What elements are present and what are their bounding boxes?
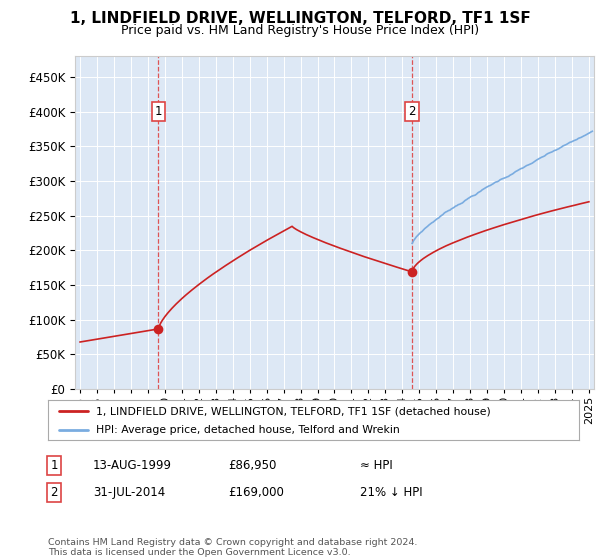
- Text: Price paid vs. HM Land Registry's House Price Index (HPI): Price paid vs. HM Land Registry's House …: [121, 24, 479, 36]
- Text: 2: 2: [409, 105, 416, 118]
- Text: 1: 1: [50, 459, 58, 473]
- Text: 31-JUL-2014: 31-JUL-2014: [93, 486, 165, 500]
- Text: 21% ↓ HPI: 21% ↓ HPI: [360, 486, 422, 500]
- Text: £169,000: £169,000: [228, 486, 284, 500]
- Text: Contains HM Land Registry data © Crown copyright and database right 2024.
This d: Contains HM Land Registry data © Crown c…: [48, 538, 418, 557]
- Text: ≈ HPI: ≈ HPI: [360, 459, 393, 473]
- Text: HPI: Average price, detached house, Telford and Wrekin: HPI: Average price, detached house, Telf…: [96, 425, 400, 435]
- Text: 1, LINDFIELD DRIVE, WELLINGTON, TELFORD, TF1 1SF (detached house): 1, LINDFIELD DRIVE, WELLINGTON, TELFORD,…: [96, 407, 491, 417]
- Text: £86,950: £86,950: [228, 459, 277, 473]
- Text: 1, LINDFIELD DRIVE, WELLINGTON, TELFORD, TF1 1SF: 1, LINDFIELD DRIVE, WELLINGTON, TELFORD,…: [70, 11, 530, 26]
- Text: 1: 1: [155, 105, 162, 118]
- Text: 2: 2: [50, 486, 58, 500]
- Text: 13-AUG-1999: 13-AUG-1999: [93, 459, 172, 473]
